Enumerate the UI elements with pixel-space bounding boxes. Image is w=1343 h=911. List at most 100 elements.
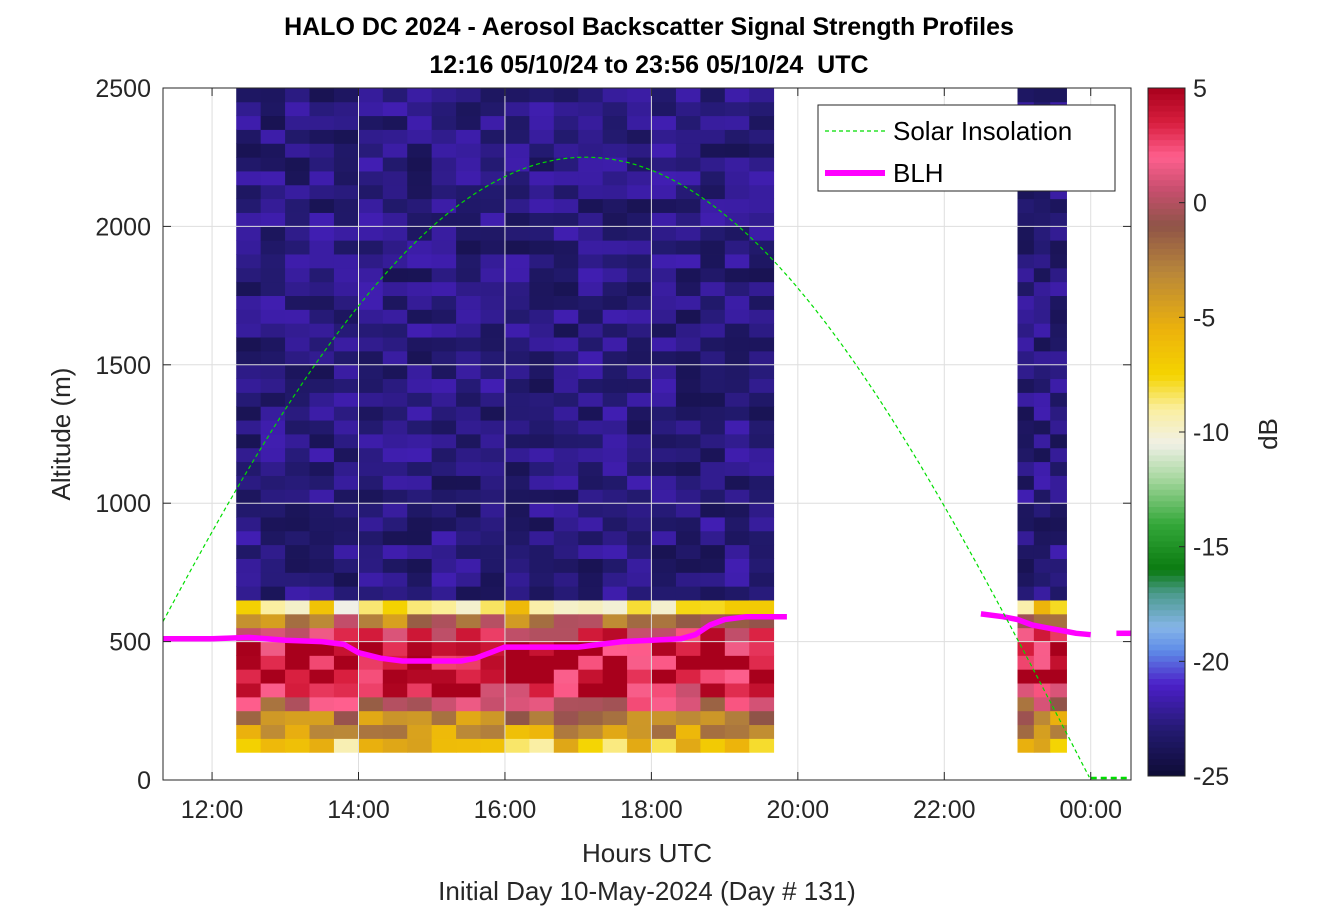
heatmap-cell (1017, 212, 1035, 227)
heatmap-cell (382, 392, 408, 407)
heatmap-cell (382, 115, 408, 130)
heatmap-cell (553, 447, 579, 463)
heatmap-cell (333, 724, 359, 739)
colorbar-segment (1148, 649, 1185, 657)
heatmap-cell (1017, 254, 1035, 269)
heatmap-cell (627, 461, 652, 476)
heatmap-cell (456, 710, 481, 726)
heatmap-cell (700, 240, 726, 255)
heatmap-cell (749, 198, 775, 213)
heatmap-cell (236, 350, 262, 366)
heatmap-cell (578, 281, 604, 296)
heatmap-cell (749, 101, 775, 117)
heatmap-cell (749, 254, 775, 269)
heatmap-cell (578, 337, 604, 352)
heatmap-cell (1033, 489, 1051, 504)
heatmap-cell (431, 88, 457, 103)
heatmap-cell (285, 157, 310, 172)
heatmap-cell (749, 323, 775, 338)
heatmap-cell (724, 586, 750, 601)
heatmap-cell (236, 337, 262, 352)
heatmap-cell (431, 240, 457, 255)
heatmap-cell (407, 544, 433, 559)
heatmap-cell (309, 309, 335, 324)
heatmap-cell (236, 406, 262, 421)
colorbar-segment (1148, 208, 1185, 215)
heatmap-cell (724, 101, 750, 117)
heatmap-cell (382, 696, 408, 712)
heatmap-cell (651, 281, 677, 296)
heatmap-cell (724, 696, 750, 712)
heatmap-cell (456, 489, 481, 504)
heatmap-cell (529, 184, 555, 200)
heatmap-cell (382, 600, 408, 615)
heatmap-cell (651, 212, 677, 227)
heatmap-cell (651, 710, 677, 726)
heatmap-cell (480, 281, 506, 296)
heatmap-cell (675, 710, 701, 726)
heatmap-cell (236, 115, 262, 130)
heatmap-cell (651, 198, 677, 213)
heatmap-cell (504, 627, 530, 642)
heatmap-cell (285, 683, 310, 698)
heatmap-cell (236, 226, 262, 241)
heatmap-cell (724, 503, 750, 518)
heatmap-cell (1033, 447, 1051, 463)
heatmap-cell (553, 309, 579, 324)
heatmap-cell (480, 198, 506, 213)
heatmap-cell (480, 101, 506, 117)
heatmap-cell (1017, 378, 1035, 393)
heatmap-cell (236, 475, 262, 490)
heatmap-cell (285, 600, 310, 615)
heatmap-cell (285, 572, 310, 587)
heatmap-cell (431, 267, 457, 283)
colorbar-segment (1148, 684, 1185, 691)
heatmap-cell (1033, 420, 1051, 435)
heatmap-cell (382, 337, 408, 352)
heatmap-cell (700, 254, 726, 269)
heatmap-cell (358, 710, 384, 726)
heatmap-cell (333, 655, 359, 670)
heatmap-cell (627, 696, 652, 712)
heatmap-cell (504, 489, 530, 504)
heatmap-cell (602, 226, 628, 241)
heatmap-cell (651, 295, 677, 310)
heatmap-cell (675, 309, 701, 324)
heatmap-cell (285, 337, 310, 352)
heatmap-cell (504, 475, 530, 490)
heatmap-cell (675, 184, 701, 200)
heatmap-cell (578, 696, 604, 712)
heatmap-cell (553, 240, 579, 255)
heatmap-cell (602, 517, 628, 532)
heatmap-cell (529, 586, 555, 601)
heatmap-cell (382, 88, 408, 103)
colorbar-segment (1148, 145, 1185, 152)
heatmap-cell (675, 350, 701, 366)
heatmap-cell (236, 198, 262, 213)
heatmap-cell (480, 447, 506, 463)
heatmap-cell (1017, 544, 1035, 559)
heatmap-cell (602, 503, 628, 518)
colorbar-segment (1148, 489, 1185, 496)
heatmap-cell (333, 420, 359, 435)
heatmap-cell (260, 613, 286, 629)
heatmap-cell (309, 212, 335, 227)
colorbar-segment (1148, 707, 1185, 714)
heatmap-cell (1017, 530, 1035, 546)
heatmap-cell (333, 254, 359, 269)
heatmap-cell (236, 171, 262, 186)
heatmap-cell (651, 475, 677, 490)
heatmap-cell (431, 101, 457, 117)
colorbar-segment (1148, 690, 1185, 697)
heatmap-cell (333, 447, 359, 463)
heatmap-cell (651, 350, 677, 366)
heatmap-cell (675, 281, 701, 296)
heatmap-cell (651, 447, 677, 463)
heatmap-cell (407, 517, 433, 532)
heatmap-cell (260, 378, 286, 393)
heatmap-cell (260, 350, 286, 366)
colorbar-segment (1148, 317, 1185, 324)
heatmap-cell (724, 295, 750, 310)
heatmap-cell (358, 572, 384, 587)
heatmap-cell (285, 724, 310, 739)
